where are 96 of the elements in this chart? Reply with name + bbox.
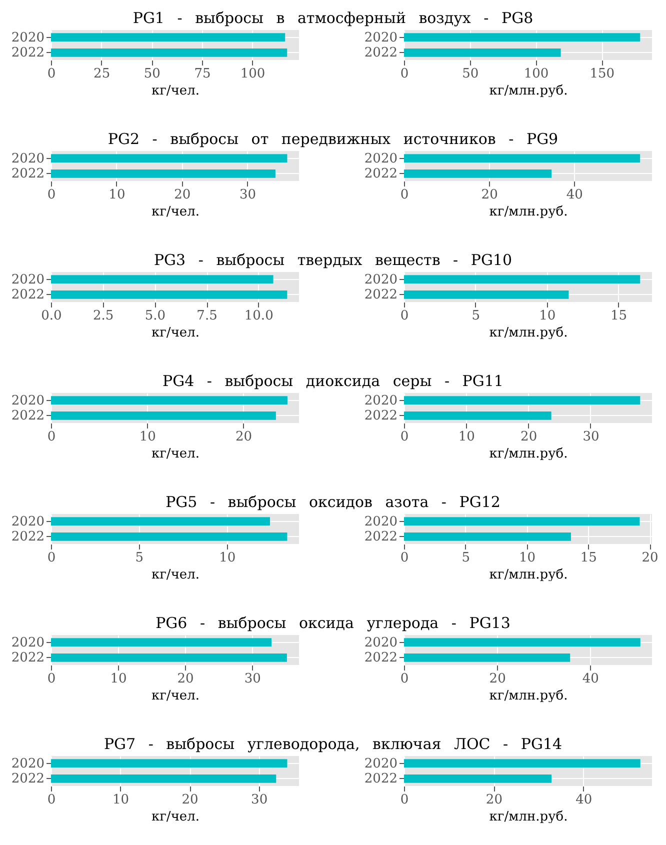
y-tick-label: 2022 [11,166,44,182]
y-tick-label: 2020 [364,514,398,530]
y-tick-label: 2020 [364,272,398,288]
x-tick-label: 5 [462,550,470,566]
text: PG7 - выбросы углеводорода, включая ЛОС - PG14 [102,734,564,754]
x-tick-label: 10 [539,308,556,324]
y-tick-label: 2022 [11,288,44,303]
x-tick-label: 5 [135,550,144,566]
x-tick-label: 10 [110,672,127,686]
x-tick-label: 0 [47,430,56,444]
x-tick-label: 15 [580,550,597,566]
y-tick-label: 2020 [11,514,44,530]
x-tick-label: 0 [47,550,56,566]
y-tick-label: 2022 [11,650,44,666]
x-tick-label: 10 [458,430,475,444]
x-tick-label: 10 [112,792,130,808]
y-tick-label: 2020 [11,272,44,288]
y-tick-label: 2022 [11,530,44,545]
y-tick-label: 2022 [364,408,398,424]
y-tick-label: 2020 [364,756,398,772]
y-tick-label: 2020 [364,30,398,46]
x-tick-label: 25 [94,66,110,82]
x-tick-label: 0 [47,188,56,202]
x-tick-label: 150 [590,66,615,82]
x-tick-label: 10 [108,188,126,202]
y-tick-label: 2022 [364,166,398,182]
x-tick-label: 5.0 [144,308,166,324]
x-tick-label: 10 [519,550,536,566]
x-tick-label: 50 [462,66,479,82]
y-tick-label: 2020 [364,151,398,166]
x-tick-label: 10 [139,430,156,444]
x-tick-label: 10.0 [244,308,274,324]
y-tick-label: 2022 [11,408,44,424]
text: PG4 - выбросы диоксида серы - PG11 [162,371,504,391]
x-tick-label: 0 [400,792,409,808]
x-tick-label: 0 [47,66,56,82]
x-tick-label: 0 [400,672,409,686]
x-tick-label: 50 [144,66,160,82]
y-tick-label: 2022 [364,530,398,545]
x-tick-label: 5 [472,308,480,324]
x-tick-label: 30 [251,792,268,808]
text: PG3 - выбросы твердых веществ - PG10 [152,250,514,270]
y-tick-label: 2022 [364,46,398,61]
x-tick-label: 20 [481,188,498,202]
x-axis-title: кг/чел. [152,326,200,340]
x-tick-label: 40 [576,792,592,808]
x-tick-label: 0 [400,66,409,82]
x-tick-label: 20 [174,188,191,202]
y-tick-label: 2020 [364,635,398,650]
x-tick-label: 0 [400,430,409,444]
x-tick-label: 30 [244,672,261,686]
text: PG6 - выбросы оксида углерода - PG13 [154,613,512,633]
y-tick-label: 2020 [11,30,44,46]
x-tick-label: 40 [582,672,599,686]
x-tick-label: 20 [486,792,502,808]
x-tick-label: 0.0 [41,308,62,324]
y-tick-label: 2022 [11,46,44,61]
text: PG5 - выбросы оксидов азота - PG12 [164,492,502,512]
x-tick-label: 0 [400,188,409,202]
x-tick-label: 40 [566,188,583,202]
x-tick-label: 10 [219,550,236,566]
x-axis-title: кг/чел. [152,568,200,582]
y-tick-label: 2020 [11,151,44,166]
x-axis-title: кг/чел. [152,84,200,98]
x-axis-title: кг/чел. [152,810,200,824]
x-tick-label: 30 [582,430,600,444]
x-tick-label: 0 [47,672,56,686]
x-tick-label: 100 [524,66,549,82]
x-tick-label: 20 [642,550,658,566]
y-tick-label: 2020 [11,393,44,408]
y-tick-label: 2022 [364,772,398,787]
x-tick-label: 20 [489,672,506,686]
x-tick-label: 20 [235,430,252,444]
x-axis-title: кг/чел. [152,688,200,704]
x-axis-title: кг/чел. [152,204,200,220]
x-tick-label: 0 [47,792,56,808]
x-tick-label: 20 [177,672,194,686]
x-tick-label: 0 [400,550,409,566]
text: PG1 - выбросы в атмосферный воздух - PG8 [132,8,534,28]
x-tick-label: 100 [240,66,266,82]
y-tick-label: 2020 [11,635,44,650]
x-tick-label: 20 [182,792,198,808]
x-tick-label: 0 [400,308,409,324]
y-tick-label: 2022 [11,772,44,787]
x-tick-label: 30 [240,188,256,202]
x-tick-label: 20 [520,430,538,444]
x-tick-label: 2.5 [92,308,114,324]
x-tick-label: 75 [194,66,211,82]
y-tick-label: 2022 [364,288,398,303]
y-tick-label: 2020 [11,756,44,772]
y-tick-label: 2020 [364,393,398,408]
text: PG2 - выбросы от передвижных источников - PG9 [106,129,560,149]
y-tick-label: 2022 [364,650,398,666]
x-tick-label: 15 [610,308,628,324]
x-axis-title: кг/чел. [152,446,200,462]
x-tick-label: 7.5 [196,308,218,324]
